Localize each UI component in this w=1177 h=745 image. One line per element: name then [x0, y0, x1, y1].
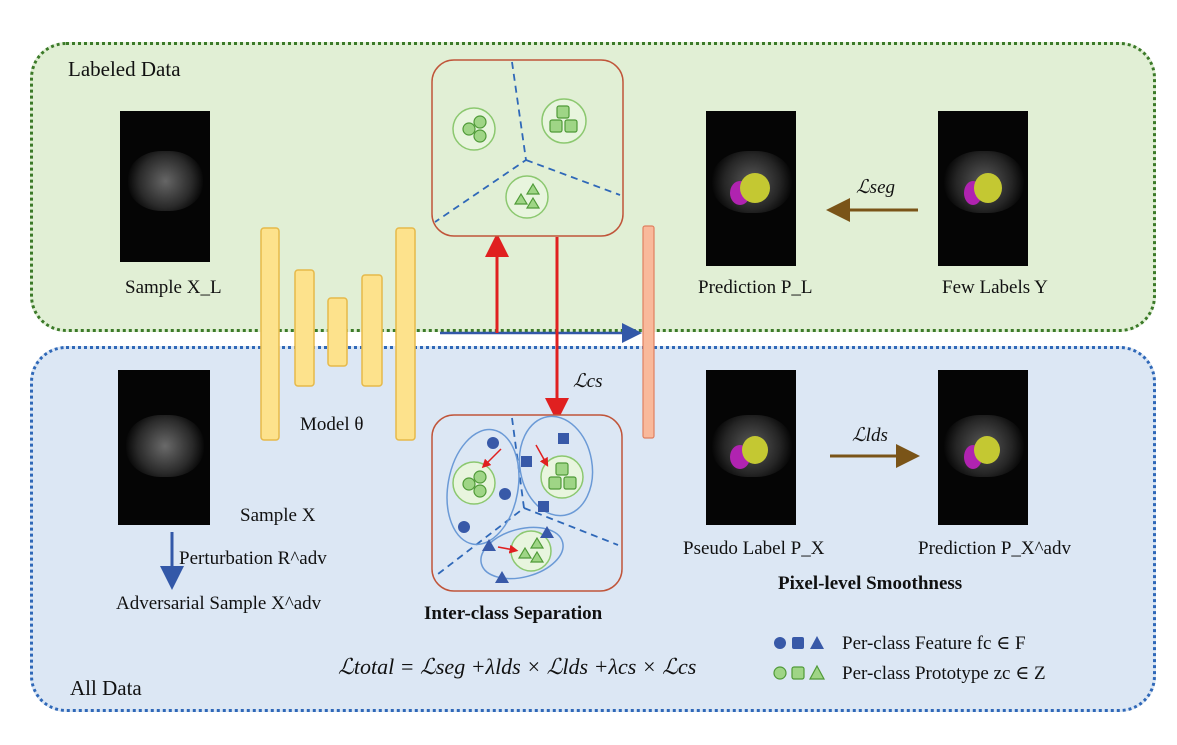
caption-adversarial-sample: Adversarial Sample X^adv	[116, 593, 322, 614]
encoder-block-2	[294, 269, 315, 387]
labeled-data-title: Labeled Data	[68, 57, 181, 81]
legend-feature-label: Per-class Feature fc ∈ F	[842, 633, 1026, 654]
bottleneck-block	[327, 297, 348, 367]
mri-pseudo-label	[706, 370, 796, 525]
model-blocks	[260, 227, 416, 441]
caption-prediction-pl: Prediction P_L	[698, 277, 813, 298]
legend-prototype-label: Per-class Prototype zc ∈ Z	[842, 663, 1046, 684]
loss-cs-label: ℒcs	[573, 371, 603, 392]
caption-pseudo-label: Pseudo Label P_X	[683, 538, 825, 559]
caption-few-labels: Few Labels Y	[942, 277, 1048, 298]
mri-sample-x	[118, 370, 210, 525]
caption-sample-x: Sample X	[240, 505, 316, 526]
mri-prediction-pl	[706, 111, 796, 266]
all-data-title: All Data	[70, 676, 142, 700]
prototype-space-box	[431, 59, 624, 237]
output-layer-block	[642, 225, 655, 439]
legend-feature-markers	[774, 636, 824, 649]
pixel-level-smoothness-title: Pixel-level Smoothness	[778, 573, 963, 594]
caption-prediction-px-adv: Prediction P_X^adv	[918, 538, 1071, 559]
inter-class-separation-title: Inter-class Separation	[424, 603, 603, 624]
mri-prediction-px-adv	[938, 370, 1028, 525]
loss-seg-label: ℒseg	[856, 177, 896, 198]
legend-prototype-markers	[773, 664, 826, 680]
caption-sample-xl: Sample X_L	[125, 277, 222, 298]
decoder-block-2	[395, 227, 416, 441]
caption-model: Model θ	[300, 414, 364, 435]
loss-lds-label: ℒlds	[852, 425, 888, 446]
inter-class-separation-box	[431, 414, 623, 592]
decoder-block-1	[361, 274, 383, 387]
mri-few-labels	[938, 111, 1028, 266]
mri-sample-xl	[120, 111, 210, 262]
caption-perturbation: Perturbation R^adv	[179, 548, 327, 569]
total-loss-formula: ℒtotal = ℒseg +λlds × ℒlds +λcs × ℒcs	[338, 654, 697, 679]
encoder-block-1	[260, 227, 280, 441]
